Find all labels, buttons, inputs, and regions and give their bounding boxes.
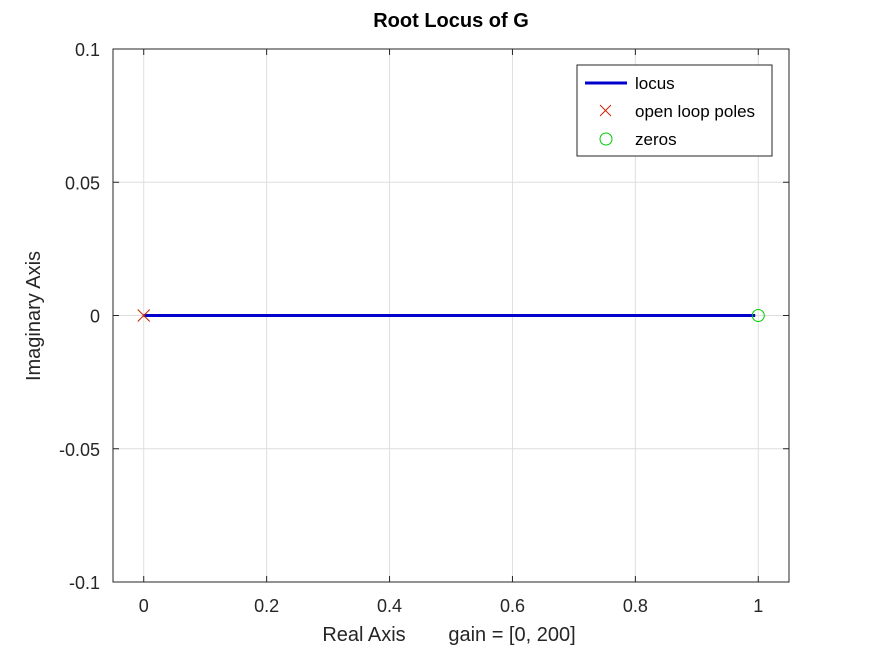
legend-box [576, 64, 773, 157]
y-tick-label-3: 0.05 [65, 173, 100, 193]
x-tick-label-0: 0 [139, 596, 149, 616]
legend-poles-swatch [599, 104, 612, 117]
zero-marker-0 [751, 309, 765, 322]
y-tick-label-0: -0.1 [69, 573, 100, 593]
x-axis-gain-note: gain = [0, 200] [448, 624, 575, 646]
x-tick-label-4: 0.8 [623, 596, 648, 616]
x-tick-label-1: 0.2 [254, 596, 279, 616]
y-tick-label-1: -0.05 [59, 440, 100, 460]
legend-poles-label: open loop poles [635, 102, 755, 121]
x-tick-label-2: 0.4 [377, 596, 402, 616]
legend: locus open loop poles zeros [576, 64, 773, 157]
legend-locus-label: locus [635, 74, 675, 93]
axis-ticks: 0 0.2 0.4 0.6 0.8 1 -0.1 -0.05 0 0.05 0.1 [59, 40, 789, 616]
legend-zeros-swatch [599, 132, 613, 146]
y-tick-label-4: 0.1 [75, 40, 100, 60]
x-axis-label: Real Axis [322, 624, 405, 646]
legend-zeros-label: zeros [635, 130, 677, 149]
x-tick-label-5: 1 [753, 596, 763, 616]
chart-title: Root Locus of G [373, 10, 529, 32]
y-axis-label: Imaginary Axis [23, 251, 45, 381]
x-tick-label-3: 0.6 [500, 596, 525, 616]
plot-series [137, 309, 765, 322]
pole-marker-0 [137, 309, 151, 322]
y-tick-label-2: 0 [90, 307, 100, 327]
